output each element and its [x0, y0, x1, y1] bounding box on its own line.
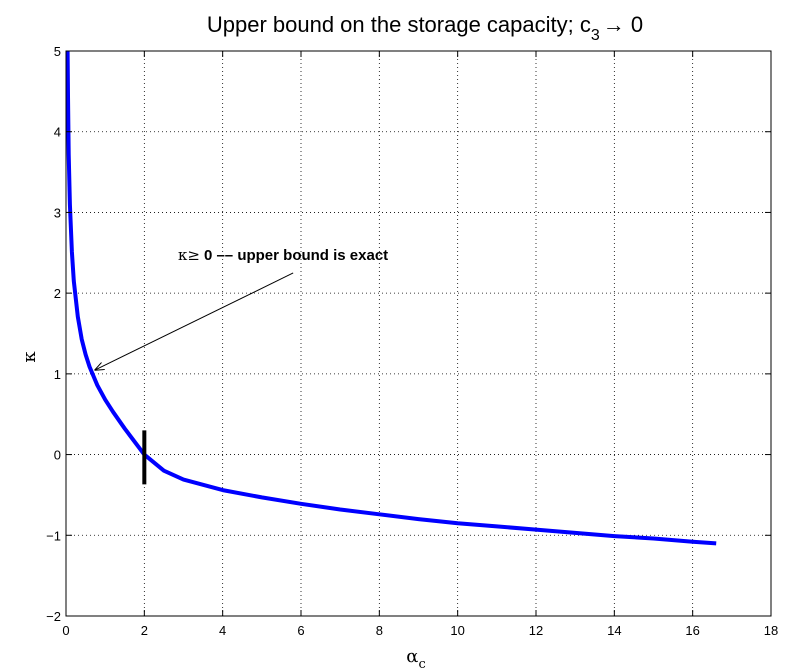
chart-title-tail: → 0	[603, 12, 643, 37]
series-layer	[65, 50, 717, 546]
annotation: κ≥ 0 –– upper bound is exact	[95, 246, 388, 370]
x-tick-label: 12	[529, 623, 543, 638]
annotation-arrow	[95, 272, 294, 370]
x-axis-label-subscript: c	[418, 657, 425, 671]
x-tick-label: 14	[607, 623, 621, 638]
x-tick-label: 8	[376, 623, 383, 638]
annotation-label: 0 –– upper bound is exact	[204, 247, 388, 264]
ticks	[65, 50, 772, 617]
x-axis-label: αc	[406, 646, 425, 671]
series-line	[65, 50, 717, 546]
chart-title: Upper bound on the storage capacity; c3 →…	[207, 12, 643, 44]
plot-frame	[65, 50, 772, 617]
x-tick-label: 2	[141, 623, 148, 638]
y-tick-label: 1	[54, 367, 61, 382]
y-tick-label: −2	[46, 609, 61, 624]
y-tick-label: 3	[54, 205, 61, 220]
grid	[66, 51, 771, 616]
x-tick-label: 18	[764, 623, 778, 638]
x-tick-label: 6	[297, 623, 304, 638]
annotation-symbol: κ≥	[178, 246, 200, 264]
y-tick-label: 5	[54, 44, 61, 59]
annotation-text: κ≥ 0 –– upper bound is exact	[178, 246, 388, 264]
y-tick-label: 2	[54, 286, 61, 301]
x-axis-label-main: α	[406, 646, 418, 667]
y-tick-label: −1	[46, 528, 61, 543]
y-tick-labels: −2 −1 0 1 2 3 4 5	[46, 44, 61, 624]
y-tick-label: 0	[54, 448, 61, 463]
x-tick-label: 10	[450, 623, 464, 638]
chart-title-subscript: 3	[591, 27, 600, 44]
x-tick-label: 16	[685, 623, 699, 638]
y-axis-label: κ	[19, 351, 40, 363]
x-tick-label: 4	[219, 623, 226, 638]
chart-title-main: Upper bound on the storage capacity; c	[207, 12, 591, 37]
x-tick-labels: 0 2 4 6 8 10 12 14 16 18	[62, 623, 778, 638]
y-tick-label: 4	[54, 125, 61, 140]
x-tick-label: 0	[62, 623, 69, 638]
